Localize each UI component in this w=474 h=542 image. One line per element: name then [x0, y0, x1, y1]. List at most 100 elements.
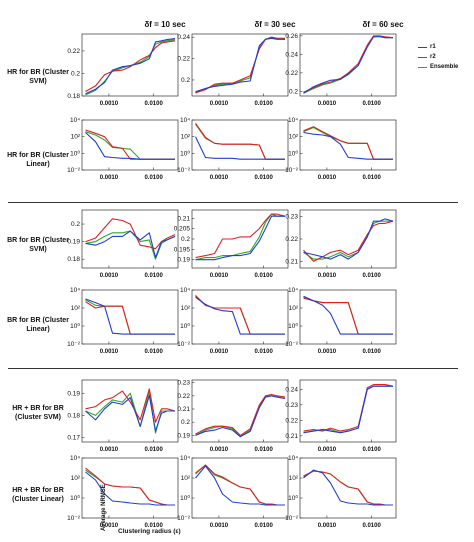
legend-label-ensemble: Ensemble [430, 64, 459, 70]
ytick-label-r5c3-0: 0.21 [285, 433, 298, 440]
ytick-label-r1c2-0: 0.2 [181, 77, 190, 84]
series-r1-r6c2 [195, 465, 285, 506]
ytick-label-r3c1-0: 0.18 [67, 256, 80, 263]
ytick-label-r2c3-1: 10⁰ [288, 149, 298, 157]
y-axis-label: Average NRMSE [101, 484, 107, 531]
xtick-label-r1c2-1: 0.0100 [254, 101, 273, 107]
series-r2-r1c2 [195, 36, 285, 94]
ytick-label-r4c3-3: 10⁴ [288, 287, 298, 294]
series-r1-r1c3 [303, 35, 393, 94]
panel-frame-r4c1 [81, 289, 179, 345]
xtick-label-r3c1-1: 0.0100 [144, 273, 163, 279]
ytick-label-r2c1-3: 10⁴ [70, 117, 80, 124]
ytick-label-r2c3-0: 10⁻² [285, 167, 299, 174]
ytick-label-r6c1-0: 10⁻² [67, 515, 81, 522]
legend-label-r1: r1 [430, 44, 436, 50]
row-label-5: HR + BR for BR (Cluster SVM) [12, 405, 64, 421]
ytick-label-r4c1-2: 10² [71, 305, 81, 312]
ytick-label-r4c1-1: 10⁰ [70, 322, 80, 330]
column-title-3: δf = 60 sec [362, 20, 404, 29]
ytick-label-r6c3-0: 10⁻² [285, 515, 299, 522]
series-ensemble-r3c3 [303, 220, 393, 260]
xtick-label-r5c2-1: 0.0100 [254, 447, 273, 453]
legend-swatch-r1 [418, 46, 427, 48]
panel-frame-r6c3 [299, 457, 397, 519]
xtick-label-r4c2-1: 0.0100 [254, 349, 273, 355]
series-r2-r5c2 [195, 393, 286, 436]
row-label-6: HR + BR for BR (Cluster Linear) [12, 487, 64, 503]
ytick-label-r2c2-0: 10⁻² [177, 167, 191, 174]
xtick-label-r1c1-0: 0.0010 [100, 101, 119, 107]
xtick-label-r3c3-0: 0.0010 [318, 273, 337, 279]
panel-frame-r6c1 [81, 457, 179, 519]
ytick-label-r2c1-0: 10⁻² [67, 167, 81, 174]
ytick-label-r5c1-2: 0.19 [67, 390, 80, 397]
ytick-label-r2c2-2: 10² [181, 134, 191, 141]
ytick-label-r2c1-2: 10² [71, 134, 81, 141]
ytick-label-r1c2-1: 0.22 [177, 56, 190, 63]
ytick-label-r1c1-1: 0.2 [71, 70, 80, 77]
ytick-label-r6c2-1: 10⁰ [180, 494, 190, 502]
series-r1-r2c3 [303, 131, 393, 160]
xtick-label-r4c3-1: 0.0100 [362, 349, 381, 355]
ytick-label-r3c3-1: 0.22 [285, 236, 298, 243]
series-r1-r5c2 [195, 395, 286, 438]
legend-item-ensemble: Ensemble [418, 62, 458, 72]
series-r2-r6c2 [195, 464, 285, 506]
xtick-label-r5c3-1: 0.0100 [362, 447, 381, 453]
xtick-label-r3c3-1: 0.0100 [362, 273, 381, 279]
xtick-label-r6c1-1: 0.0100 [144, 523, 163, 529]
series-r2-r6c1 [85, 467, 175, 506]
xtick-label-r3c2-1: 0.0100 [254, 273, 273, 279]
ytick-label-r3c2-4: 0.21 [177, 215, 190, 222]
panel-frame-r2c3 [299, 119, 397, 171]
series-ensemble-r2c2 [195, 123, 285, 160]
series-r1-r4c3 [303, 295, 393, 335]
ytick-label-r1c2-2: 0.24 [177, 34, 190, 41]
xtick-label-r4c3-0: 0.0010 [318, 349, 337, 355]
ytick-label-r6c3-1: 10⁰ [288, 494, 298, 502]
legend: r1 r2 Ensemble [418, 42, 458, 72]
legend-swatch-r2 [418, 56, 427, 58]
series-r1-r2c2 [195, 136, 285, 160]
xtick-label-r2c1-0: 0.0010 [100, 175, 119, 181]
column-title-1: δf = 10 sec [144, 20, 186, 29]
xtick-label-r2c1-1: 0.0100 [144, 175, 163, 181]
ytick-label-r5c2-2: 0.21 [177, 406, 190, 413]
xtick-label-r5c3-0: 0.0010 [318, 447, 337, 453]
series-r2-r2c3 [303, 126, 393, 160]
ytick-label-r5c2-4: 0.23 [177, 380, 190, 387]
ytick-label-r5c2-1: 0.2 [181, 419, 190, 426]
series-r2-r4c3 [303, 297, 393, 335]
series-r2-r4c2 [195, 295, 285, 335]
ytick-label-r6c1-1: 10⁰ [70, 494, 80, 502]
series-r2-r1c1 [85, 40, 176, 92]
xtick-label-r3c2-0: 0.0010 [210, 273, 229, 279]
ytick-label-r3c3-0: 0.21 [285, 258, 298, 265]
series-ensemble-r4c2 [195, 295, 285, 335]
ytick-label-r5c1-0: 0.17 [67, 435, 80, 442]
ytick-label-r4c2-3: 10⁴ [180, 287, 190, 294]
xtick-label-r6c3-0: 0.0010 [318, 523, 337, 529]
ytick-label-r3c3-2: 0.23 [285, 214, 298, 221]
ytick-label-r1c3-2: 0.24 [285, 51, 298, 58]
panel-frame-r5c3 [299, 379, 397, 443]
series-ensemble-r6c3 [303, 470, 393, 506]
panel-frame-r1c2 [191, 33, 289, 97]
series-ensemble-r2c1 [85, 131, 175, 160]
series-r2-r2c2 [195, 122, 285, 160]
series-r1-r6c3 [303, 469, 393, 506]
ytick-label-r1c3-0: 0.2 [289, 88, 298, 95]
xtick-label-r1c2-0: 0.0010 [210, 101, 229, 107]
series-r1-r3c2 [195, 215, 285, 261]
xtick-label-r6c3-1: 0.0100 [362, 523, 381, 529]
series-r2-r3c3 [303, 220, 394, 262]
row-label-3: BR for BR (Cluster SVM) [7, 237, 69, 253]
x-axis-label: Clustering radius (ε) [118, 528, 181, 535]
series-r2-r1c3 [303, 35, 394, 93]
ytick-label-r4c2-1: 10⁰ [180, 322, 190, 330]
series-r1-r3c1 [85, 230, 176, 259]
row-label-2: HR for BR (Cluster Linear) [7, 152, 69, 168]
